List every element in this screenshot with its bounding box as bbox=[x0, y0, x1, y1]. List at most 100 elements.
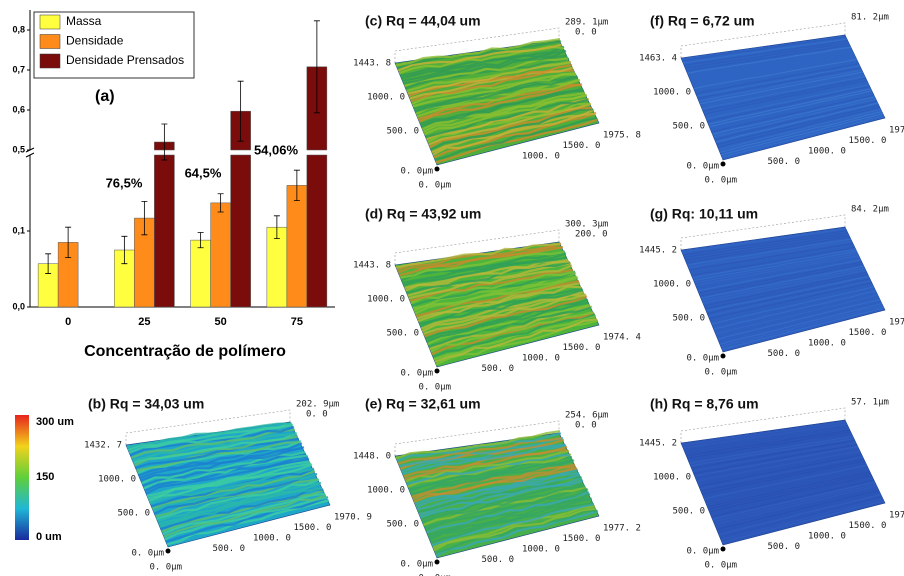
x-tick-label: 0 bbox=[65, 316, 71, 328]
bar bbox=[287, 185, 307, 307]
x-axis-label: 500. 0 bbox=[482, 555, 515, 565]
y-axis-label: 0. 0µm bbox=[686, 547, 719, 557]
annotation: 54,06% bbox=[254, 142, 299, 157]
y-tick-label: 0,6 bbox=[12, 104, 25, 114]
panel-title: (c) Rq = 44,04 um bbox=[365, 13, 481, 29]
x-axis-label: 0. 0µm bbox=[704, 368, 737, 378]
x-axis-label: 1500. 0 bbox=[563, 343, 601, 353]
surface-panel: (b) Rq = 34,03 um1432. 71000. 0500. 00. … bbox=[84, 396, 372, 573]
x-axis-label: 1500. 0 bbox=[294, 523, 332, 533]
x-tick-label: 25 bbox=[138, 316, 150, 328]
y-axis-label: 500. 0 bbox=[386, 520, 419, 530]
figure: 300 um 150 0 um Concentração de polímero… bbox=[0, 0, 904, 576]
origin-dot bbox=[435, 560, 440, 565]
y-axis-label: 0. 0µm bbox=[686, 162, 719, 172]
y-axis-label: 1463. 4 bbox=[639, 54, 677, 64]
y-tick-label: 0,1 bbox=[12, 225, 25, 235]
y-axis-label: 500. 0 bbox=[672, 314, 705, 324]
x-axis-label: 0. 0µm bbox=[418, 383, 451, 393]
x-axis-label: 1500. 0 bbox=[563, 141, 601, 151]
x-axis-label: 0. 0µm bbox=[149, 563, 182, 573]
origin-dot bbox=[166, 549, 171, 554]
legend-swatch bbox=[40, 54, 60, 68]
y-tick-label: 0,0 bbox=[12, 301, 25, 311]
legend-swatch bbox=[40, 35, 60, 49]
x-axis-label: 1000. 0 bbox=[808, 532, 846, 542]
x-axis-label: 1978. 6 bbox=[889, 126, 904, 136]
panel-title: (f) Rq = 6,72 um bbox=[650, 13, 755, 29]
x-tick-label: 50 bbox=[215, 316, 227, 328]
legend-swatch bbox=[40, 15, 60, 29]
y-axis-label: 1000. 0 bbox=[367, 93, 405, 103]
legend-label: Densidade Prensados bbox=[66, 53, 184, 67]
x-axis-label: 1500. 0 bbox=[849, 328, 887, 338]
panel-title: (e) Rq = 32,61 um bbox=[365, 396, 481, 412]
x-axis-label: 0. 0µm bbox=[704, 176, 737, 186]
z-axis-label: 254. 6µm bbox=[565, 411, 608, 421]
y-axis-label: 500. 0 bbox=[386, 329, 419, 339]
z-axis-label: 0. 0 bbox=[306, 410, 328, 420]
bar bbox=[211, 203, 231, 307]
x-axis-label: 1500. 0 bbox=[563, 534, 601, 544]
y-axis-label: 500. 0 bbox=[672, 122, 705, 132]
y-axis-label: 1443. 8 bbox=[353, 59, 391, 69]
colorbar-label: 0 um bbox=[36, 531, 62, 543]
legend: Massa Densidade Densidade Prensados bbox=[34, 12, 194, 78]
colorbar bbox=[15, 415, 29, 540]
z-axis-label: 0. 0 bbox=[575, 28, 597, 38]
x-axis-label: 1500. 0 bbox=[849, 521, 887, 531]
x-axis-label: 500. 0 bbox=[768, 157, 801, 167]
surface-panel: (c) Rq = 44,04 um1443. 81000. 0500. 00. … bbox=[353, 13, 641, 191]
colorbar-label: 150 bbox=[36, 471, 54, 483]
y-axis-label: 1000. 0 bbox=[98, 475, 136, 485]
bar bbox=[267, 227, 287, 307]
legend-label: Massa bbox=[66, 14, 102, 28]
z-axis-label: 202. 9µm bbox=[296, 400, 339, 410]
y-axis-label: 0. 0µm bbox=[686, 354, 719, 364]
surface-panel: (g) Rq: 10,11 um 1445. 2 1000. 0 500. 0 0. 0… bbox=[639, 205, 904, 378]
panel-title: (d) Rq = 43,92 um bbox=[365, 206, 481, 222]
panel-title: (g) Rq: 10,11 um bbox=[650, 206, 758, 222]
origin-dot bbox=[721, 162, 726, 167]
annotation: 76,5% bbox=[106, 175, 143, 190]
z-axis-label: 289. 1µm bbox=[565, 18, 608, 28]
x-axis-label: 1000. 0 bbox=[522, 152, 560, 162]
x-axis-label: 1978. 6 bbox=[889, 511, 904, 521]
y-axis-label: 1443. 8 bbox=[353, 261, 391, 271]
x-axis-label: 1970. 9 bbox=[334, 513, 372, 523]
origin-dot bbox=[435, 369, 440, 374]
x-axis-label: 1978. 6 bbox=[889, 318, 904, 328]
y-axis-label: 500. 0 bbox=[117, 509, 150, 519]
legend-label: Densidade bbox=[66, 34, 124, 48]
panel-label: (a) bbox=[95, 88, 115, 105]
x-axis-label: 1000. 0 bbox=[808, 339, 846, 349]
bar bbox=[154, 142, 174, 307]
colorbar-label: 300 um bbox=[36, 416, 74, 428]
y-axis-label: 0. 0µm bbox=[400, 167, 433, 177]
x-axis-label: 1500. 0 bbox=[849, 136, 887, 146]
origin-dot bbox=[435, 167, 440, 172]
annotation: 64,5% bbox=[185, 165, 222, 180]
z-axis-label: 200. 0 bbox=[575, 230, 608, 240]
x-axis-title: Concentração de polímero bbox=[84, 343, 286, 360]
origin-dot bbox=[721, 547, 726, 552]
y-axis-label: 1000. 0 bbox=[367, 295, 405, 305]
x-axis-label: 500. 0 bbox=[768, 542, 801, 552]
y-axis-label: 0. 0µm bbox=[131, 549, 164, 559]
z-axis-label: 57. 1µm bbox=[851, 398, 889, 408]
y-axis-label: 1448. 0 bbox=[353, 452, 391, 462]
z-axis-label: 300. 3µm bbox=[565, 220, 608, 230]
x-axis-label: 500. 0 bbox=[482, 364, 515, 374]
y-tick-label: 0,5 bbox=[12, 144, 25, 154]
y-axis-label: 1445. 2 bbox=[639, 246, 677, 256]
y-axis-label: 0. 0µm bbox=[400, 560, 433, 570]
y-axis-label: 1432. 7 bbox=[84, 441, 122, 451]
x-tick-label: 75 bbox=[291, 316, 303, 328]
bar bbox=[191, 240, 211, 307]
y-axis-label: 1000. 0 bbox=[653, 473, 691, 483]
y-tick-label: 0,8 bbox=[12, 24, 25, 34]
y-axis-label: 1445. 2 bbox=[639, 439, 677, 449]
x-axis-label: 500. 0 bbox=[213, 544, 246, 554]
